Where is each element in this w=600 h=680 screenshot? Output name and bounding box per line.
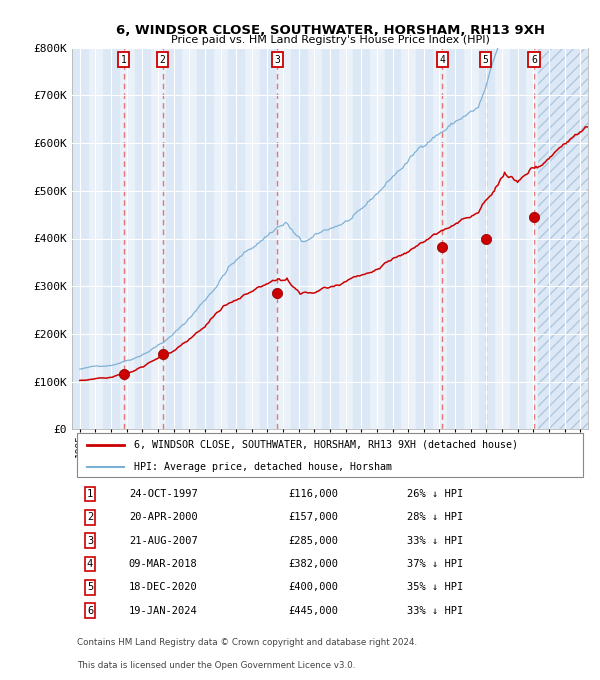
FancyBboxPatch shape: [77, 433, 583, 477]
Bar: [291, 48, 307, 429]
Text: HPI: Average price, detached house, Horsham: HPI: Average price, detached house, Hors…: [134, 462, 392, 473]
Text: £400,000: £400,000: [289, 583, 339, 592]
Text: 4: 4: [87, 559, 93, 569]
Text: 20-APR-2000: 20-APR-2000: [129, 512, 197, 522]
Bar: [134, 48, 150, 429]
Text: 1: 1: [121, 54, 127, 65]
Text: Price paid vs. HM Land Registry's House Price Index (HPI): Price paid vs. HM Land Registry's House …: [170, 35, 490, 46]
Text: 4: 4: [439, 54, 445, 65]
Bar: [353, 48, 369, 429]
Bar: [385, 48, 400, 429]
Bar: [541, 48, 557, 429]
Point: [158, 349, 167, 360]
Text: 33% ↓ HPI: 33% ↓ HPI: [407, 606, 464, 616]
Point: [529, 211, 539, 222]
Bar: [260, 48, 275, 429]
Bar: [538, 48, 588, 429]
Text: 2: 2: [160, 54, 166, 65]
Text: £382,000: £382,000: [289, 559, 339, 569]
Text: 6, WINDSOR CLOSE, SOUTHWATER, HORSHAM, RH13 9XH (detached house): 6, WINDSOR CLOSE, SOUTHWATER, HORSHAM, R…: [134, 439, 518, 449]
Bar: [479, 48, 494, 429]
Text: £445,000: £445,000: [289, 606, 339, 616]
Text: £285,000: £285,000: [289, 536, 339, 546]
Text: 24-OCT-1997: 24-OCT-1997: [129, 489, 197, 499]
Bar: [538, 48, 588, 429]
Text: 6: 6: [87, 606, 93, 616]
Text: 3: 3: [87, 536, 93, 546]
Text: 09-MAR-2018: 09-MAR-2018: [129, 559, 197, 569]
Text: This data is licensed under the Open Government Licence v3.0.: This data is licensed under the Open Gov…: [77, 661, 356, 670]
Text: 3: 3: [275, 54, 280, 65]
Text: 5: 5: [87, 583, 93, 592]
Bar: [229, 48, 244, 429]
Text: 28% ↓ HPI: 28% ↓ HPI: [407, 512, 464, 522]
Bar: [72, 48, 88, 429]
Text: 18-DEC-2020: 18-DEC-2020: [129, 583, 197, 592]
Text: 6: 6: [531, 54, 537, 65]
Text: 21-AUG-2007: 21-AUG-2007: [129, 536, 197, 546]
Bar: [510, 48, 526, 429]
Bar: [447, 48, 463, 429]
Text: 26% ↓ HPI: 26% ↓ HPI: [407, 489, 464, 499]
Text: 5: 5: [483, 54, 488, 65]
Bar: [572, 48, 588, 429]
Text: 2: 2: [87, 512, 93, 522]
Point: [437, 241, 447, 252]
Bar: [416, 48, 431, 429]
Text: 1: 1: [87, 489, 93, 499]
Text: 33% ↓ HPI: 33% ↓ HPI: [407, 536, 464, 546]
Bar: [197, 48, 213, 429]
Point: [119, 369, 128, 379]
Text: £116,000: £116,000: [289, 489, 339, 499]
Bar: [322, 48, 338, 429]
Text: 19-JAN-2024: 19-JAN-2024: [129, 606, 197, 616]
Bar: [103, 48, 119, 429]
Bar: [166, 48, 181, 429]
Text: 37% ↓ HPI: 37% ↓ HPI: [407, 559, 464, 569]
Text: 6, WINDSOR CLOSE, SOUTHWATER, HORSHAM, RH13 9XH: 6, WINDSOR CLOSE, SOUTHWATER, HORSHAM, R…: [115, 24, 545, 37]
Text: 35% ↓ HPI: 35% ↓ HPI: [407, 583, 464, 592]
Text: £157,000: £157,000: [289, 512, 339, 522]
Point: [272, 288, 282, 299]
Point: [481, 233, 491, 244]
Text: Contains HM Land Registry data © Crown copyright and database right 2024.: Contains HM Land Registry data © Crown c…: [77, 638, 417, 647]
